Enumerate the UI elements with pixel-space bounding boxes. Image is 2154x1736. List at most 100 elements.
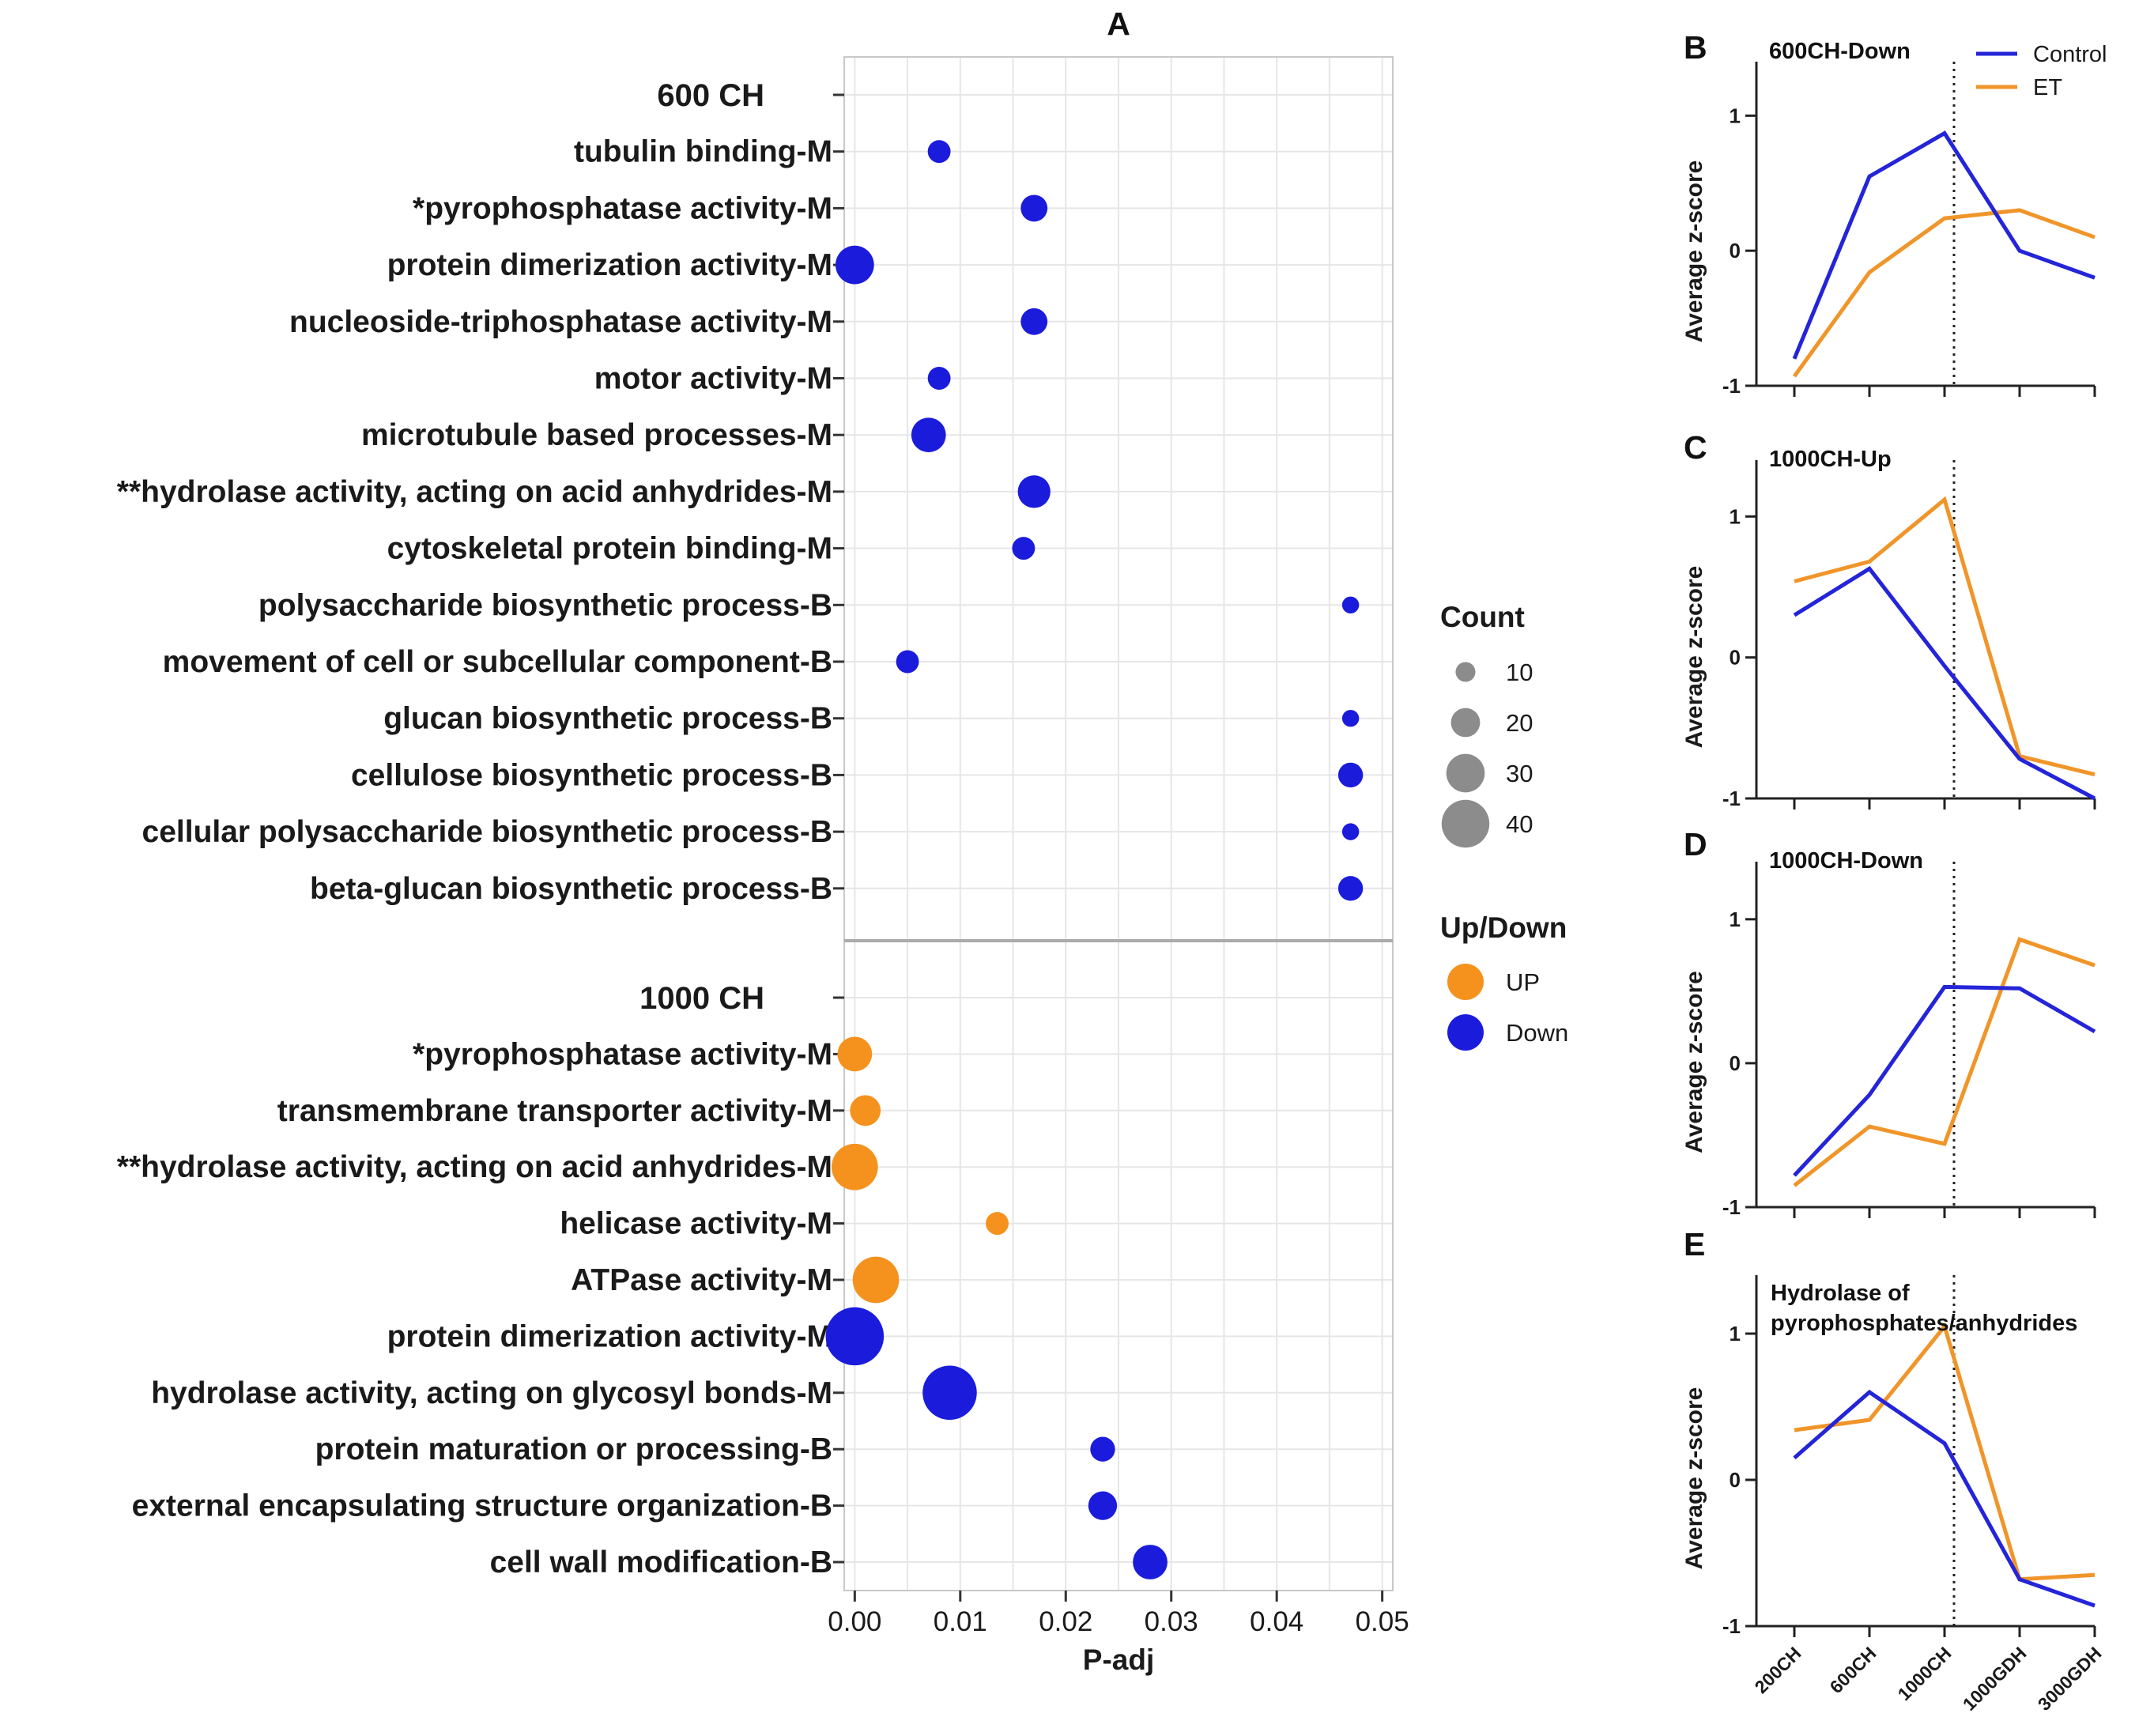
term-label: ATPase activity-M [571, 1263, 832, 1297]
legend-count-label: 10 [1506, 659, 1533, 686]
legend-direction-label: UP [1506, 968, 1540, 996]
legend-count-label: 30 [1506, 760, 1533, 787]
legend-count-label: 20 [1506, 709, 1533, 737]
dot-down [835, 245, 874, 285]
x-axis-label: P-adj [1083, 1644, 1154, 1676]
y-tick-label: -1 [1722, 787, 1741, 810]
term-label: protein dimerization activity-M [387, 248, 832, 282]
dot-down [1012, 537, 1036, 560]
dot-down [1337, 876, 1364, 901]
panel-title: 1000CH-Down [1769, 848, 1923, 874]
y-axis-title: Average z-score [1681, 971, 1707, 1153]
dot-up [852, 1256, 900, 1304]
panel-title: pyrophosphates/anhydrides [1771, 1311, 2077, 1336]
dot-down [896, 650, 919, 674]
y-tick-label: 0 [1730, 239, 1741, 262]
y-tick-label: -1 [1722, 1614, 1741, 1638]
panel-e: E 1 0 -1 Average z-score Hydrolase of pyrophos… [1681, 1226, 2106, 1715]
term-label: *pyrophosphatase activity-M [413, 191, 832, 225]
dot-down [1020, 194, 1048, 222]
series-line-control [1793, 566, 2096, 801]
panel-title: 1000CH-Up [1769, 447, 1892, 472]
group-label: 600 CH [657, 78, 764, 113]
legend-label: ET [2033, 75, 2062, 100]
x-tick-label: 0.05 [1356, 1606, 1409, 1637]
group-label: 1000 CH [639, 981, 764, 1016]
dot-up [837, 1036, 873, 1072]
series-line-control [1792, 130, 2096, 360]
x-tick-label: 0.02 [1039, 1606, 1092, 1637]
term-label: hydrolase activity, acting on glycosyl b… [151, 1376, 832, 1410]
dot-up [832, 1143, 878, 1191]
y-tick-label: 0 [1730, 1468, 1741, 1492]
y-axis-title: Average z-score [1681, 160, 1707, 343]
dot-down [1337, 762, 1364, 788]
y-tick-label: 1 [1730, 1322, 1741, 1345]
x-category-label: 3000GDH [2034, 1643, 2106, 1715]
term-label: **hydrolase activity, acting on acid anh… [117, 475, 832, 509]
term-label: cell wall modification-B [490, 1545, 832, 1579]
series-line-et [1794, 496, 2096, 777]
panel-d: D 1 0 -1 Average z-score 1000CH-Down [1681, 826, 2096, 1219]
y-tick-label: 0 [1730, 1051, 1741, 1075]
plot-frame [843, 56, 1394, 1591]
panel-letter: B [1684, 29, 1707, 66]
series-line-et [1794, 1322, 2096, 1582]
series-line-et [1793, 937, 2096, 1187]
panel-letter: D [1684, 826, 1707, 862]
dot-down [927, 367, 951, 390]
x-tick-label: 0.03 [1145, 1606, 1198, 1637]
y-tick-label: 1 [1730, 104, 1741, 127]
dot-down [1133, 1545, 1168, 1579]
term-label: protein dimerization activity-M [387, 1319, 832, 1353]
dot-down [825, 1307, 885, 1366]
legend-count: Count 10 20 30 40 [1440, 601, 1533, 848]
legend-count-label: 40 [1506, 810, 1533, 838]
term-label: *pyrophosphatase activity-M [413, 1037, 832, 1071]
dot-down [1341, 596, 1360, 614]
dot-up [986, 1212, 1009, 1236]
legend-direction-title: Up/Down [1440, 911, 1567, 944]
y-tick-label: 1 [1730, 908, 1741, 931]
x-category-label: 1000CH [1893, 1643, 1955, 1704]
dot-down [1341, 709, 1360, 727]
term-label: transmembrane transporter activity-M [277, 1094, 832, 1128]
dot-down [922, 1365, 977, 1421]
legend-direction-dot [1447, 1014, 1484, 1051]
term-label: external encapsulating structure organiz… [132, 1489, 832, 1523]
term-label: tubulin binding-M [574, 135, 832, 169]
legend-count-title: Count [1440, 601, 1525, 633]
panel-a: A 600 CH tubulin binding-M *pyrophosphatase… [117, 6, 1568, 1676]
dot-down [1088, 1491, 1118, 1520]
dot-down [927, 140, 951, 164]
panel-b: B 1 0 -1 Average z-score 600CH-Down Control ET [1681, 29, 2107, 398]
term-label: cellulose biosynthetic process-B [351, 758, 832, 792]
panel-letter: C [1684, 429, 1707, 466]
term-label: **hydrolase activity, acting on acid anh… [117, 1150, 832, 1184]
panel-c: C 1 0 -1 Average z-score 1000CH-Up [1681, 429, 2096, 810]
term-label: beta-glucan biosynthetic process-B [310, 872, 832, 906]
dot-down [1090, 1436, 1115, 1462]
series-line-control [1793, 1389, 2096, 1608]
panel-letter: E [1684, 1226, 1705, 1262]
term-label: cytoskeletal protein binding-M [387, 532, 832, 566]
legend-count-dot [1441, 799, 1490, 848]
y-axis-title: Average z-score [1681, 1387, 1707, 1570]
x-tick-label: 0.04 [1250, 1606, 1303, 1637]
x-category-label: 1000GDH [1959, 1643, 2031, 1715]
term-label: cellular polysaccharide biosynthetic pro… [142, 815, 832, 849]
term-label: helicase activity-M [560, 1207, 832, 1241]
legend-count-dot [1446, 753, 1485, 793]
series-line-et [1792, 208, 2096, 378]
term-label: nucleoside-triphosphatase activity-M [289, 305, 832, 339]
legend-direction-dot [1447, 964, 1484, 1000]
y-tick-label: -1 [1722, 1195, 1741, 1219]
x-category-label: 200CH [1751, 1643, 1805, 1697]
y-tick-label: 0 [1730, 646, 1741, 670]
legend-direction: Up/Down UP Down [1440, 911, 1568, 1051]
panel-title: 600CH-Down [1769, 39, 1911, 64]
x-category-label: 600CH [1826, 1643, 1881, 1697]
dot-up [850, 1095, 881, 1127]
y-axis-title: Average z-score [1681, 566, 1707, 749]
legend-label: Control [2033, 42, 2107, 67]
